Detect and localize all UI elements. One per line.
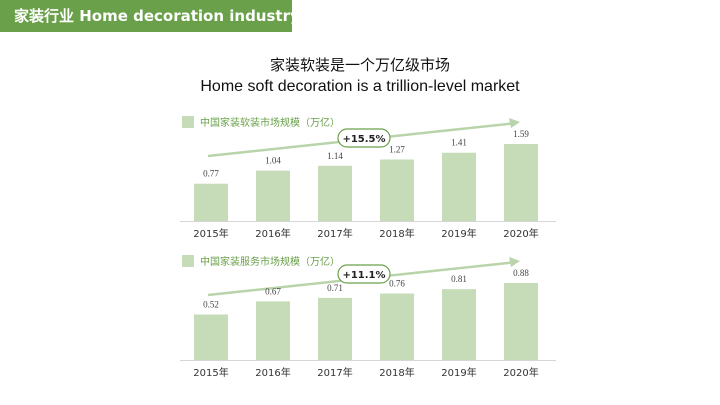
section-title: 家装行业 Home decoration industry [14,7,300,25]
headline-cn: 家装软装是一个万亿级市场 [269,56,450,74]
bar [504,283,538,360]
bar [442,152,476,221]
bar-value-label: 0.76 [389,279,405,289]
bar-value-label: 1.04 [265,156,281,166]
bar [194,183,228,221]
bar-value-label: 0.71 [327,283,343,293]
bar-value-label: 0.81 [451,274,467,284]
category-label: 2015年 [193,227,228,240]
category-label: 2017年 [317,366,352,379]
growth-badge-label: +11.1% [342,270,385,281]
bar-value-label: 0.52 [203,300,219,310]
section-title-bar: 家装行业 Home decoration industry [0,0,300,32]
category-label: 2016年 [255,227,290,240]
headline-en: Home soft decoration is a trillion-level… [200,78,520,95]
growth-arrow-head [509,257,520,267]
bar [318,297,352,360]
bar [256,170,290,221]
bar [380,159,414,221]
bar-value-label: 0.77 [203,169,219,179]
legend-swatch [182,255,194,267]
legend-label: 中国家装服务市场规模（万亿） [200,255,340,268]
bar-value-label: 0.67 [265,286,281,296]
bar [194,314,228,360]
growth-badge-label: +15.5% [342,134,385,145]
category-label: 2015年 [193,366,228,379]
category-label: 2019年 [441,366,476,379]
category-label: 2020年 [503,227,538,240]
legend-label: 中国家装软装市场规模（万亿） [200,116,340,129]
bar-value-label: 1.27 [389,144,405,154]
bar-value-label: 1.59 [513,129,529,139]
bar [380,293,414,360]
growth-badge [337,128,391,148]
category-label: 2018年 [379,366,414,379]
bar [256,301,290,360]
growth-arrow-head [509,118,520,128]
bar-value-label: 0.88 [513,268,529,278]
category-label: 2016年 [255,366,290,379]
legend-swatch [182,116,194,128]
category-label: 2017年 [317,227,352,240]
bar-value-label: 1.41 [451,138,467,148]
category-label: 2018年 [379,227,414,240]
bar [442,289,476,360]
bar [318,165,352,221]
bar [504,144,538,221]
category-label: 2020年 [503,366,538,379]
growth-badge [337,264,391,284]
bar-value-label: 1.14 [327,151,343,161]
category-label: 2019年 [441,227,476,240]
